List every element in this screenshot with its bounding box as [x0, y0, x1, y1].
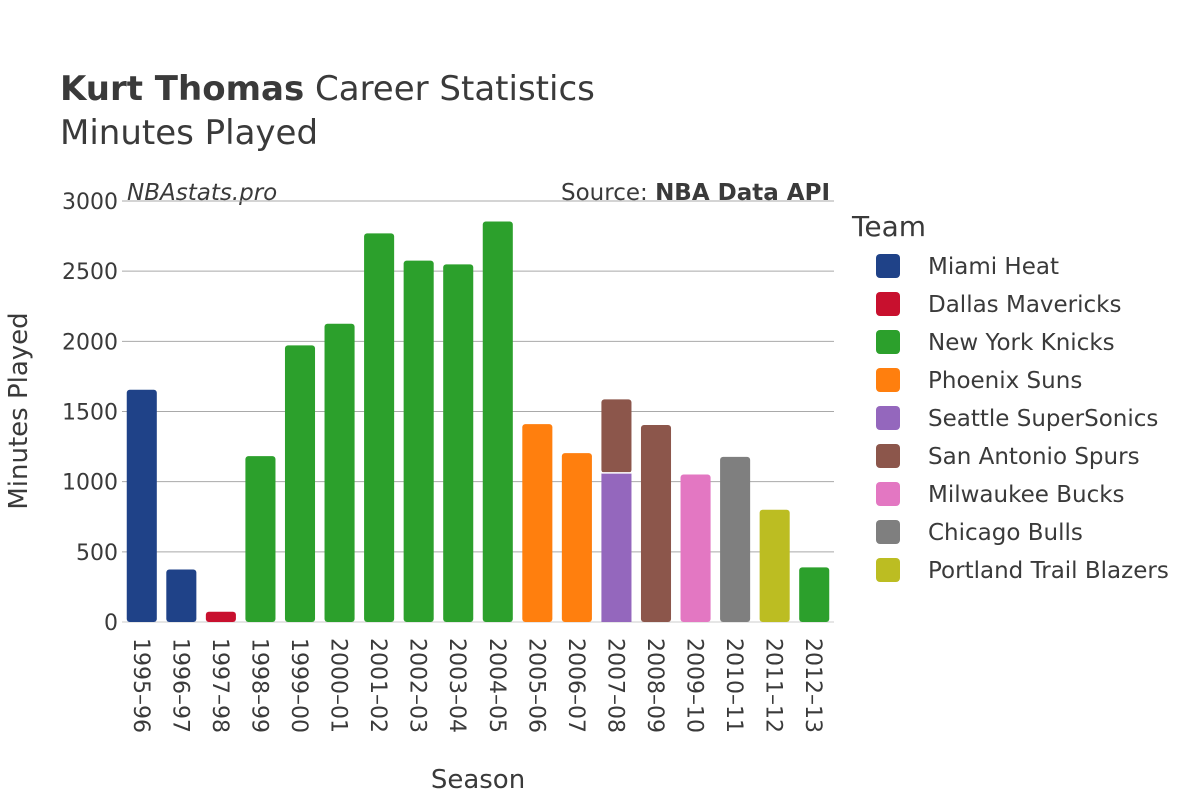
x-tick-label-1998-99: 1998–99 — [246, 638, 271, 733]
bar-1996-97-miami-heat — [166, 569, 197, 622]
bar-2006-07-phoenix-suns — [561, 453, 592, 622]
x-axis-ticks: 1995–96 1996–97 1997–98 1998–99 1999–00 2000–… — [128, 638, 825, 733]
y-tick-label-3000: 3000 — [62, 190, 118, 215]
x-tick-label-2001-02: 2001–02 — [365, 638, 390, 733]
bar-2007-08-seattle-supersonics — [601, 472, 632, 622]
bar-2000-01-new-york-knicks — [324, 323, 355, 622]
chart-subtitle: Minutes Played — [60, 113, 318, 153]
bar-1999-00-new-york-knicks — [284, 345, 316, 622]
legend-label-milwaukee-bucks: Milwaukee Bucks — [928, 482, 1125, 508]
legend-swatch-miami-heat — [876, 254, 900, 278]
chart-title-player: Kurt Thomas — [60, 69, 304, 109]
bar-2001-02-new-york-knicks — [364, 233, 395, 623]
bar-1997-98-dallas-mavericks — [205, 611, 236, 622]
x-tick-label-2012-13: 2012–13 — [800, 638, 825, 733]
legend-label-seattle-supersonics: Seattle SuperSonics — [928, 406, 1158, 432]
x-tick-label-2009-10: 2009–10 — [682, 638, 707, 733]
legend-label-portland-trail-blazers: Portland Trail Blazers — [928, 558, 1169, 584]
bar-2005-06-phoenix-suns — [522, 424, 553, 622]
x-tick-label-1995-96: 1995–96 — [128, 638, 153, 733]
legend-swatch-new-york-knicks — [876, 330, 900, 354]
x-tick-label-2008-09: 2008–09 — [642, 638, 667, 733]
y-tick-label-0: 0 — [104, 611, 118, 636]
legend-title: Team — [851, 210, 926, 243]
y-tick-label-1000: 1000 — [62, 471, 118, 496]
y-axis-ticks: 0 500 1000 1500 2000 2500 3000 — [62, 190, 118, 636]
x-tick-label-2006-07: 2006–07 — [563, 638, 588, 733]
legend-label-dallas-mavericks: Dallas Mavericks — [928, 292, 1121, 318]
bar-2012-13-new-york-knicks — [799, 567, 830, 622]
legend-label-new-york-knicks: New York Knicks — [928, 330, 1115, 356]
gridlines — [122, 200, 834, 623]
x-tick-label-1997-98: 1997–98 — [207, 638, 232, 733]
y-tick-label-2000: 2000 — [62, 330, 118, 355]
legend-swatch-phoenix-suns — [876, 368, 900, 392]
y-tick-label-2500: 2500 — [62, 260, 118, 285]
x-tick-label-2003-04: 2003–04 — [444, 638, 469, 733]
legend-swatch-portland-trail-blazers — [876, 558, 900, 582]
bar-2010-11-chicago-bulls — [720, 456, 751, 622]
x-tick-label-2004-05: 2004–05 — [484, 638, 509, 733]
legend-swatch-seattle-supersonics — [876, 406, 900, 430]
x-tick-label-2005-06: 2005–06 — [523, 638, 548, 733]
legend: Miami Heat Dallas Mavericks New York Knick… — [876, 254, 1169, 584]
source-credit: Source: NBA Data API — [561, 180, 830, 206]
legend-label-san-antonio-spurs: San Antonio Spurs — [928, 444, 1140, 470]
x-tick-label-1999-00: 1999–00 — [286, 638, 311, 733]
watermark: NBAstats.pro — [127, 180, 277, 206]
y-tick-label-1500: 1500 — [62, 401, 118, 426]
y-tick-label-500: 500 — [76, 541, 118, 566]
legend-label-miami-heat: Miami Heat — [928, 254, 1059, 280]
bar-2008-09-san-antonio-spurs — [640, 424, 672, 622]
bar-1995-96-miami-heat — [126, 389, 157, 622]
bar-2002-03-new-york-knicks — [403, 260, 434, 622]
source-prefix: Source: — [561, 180, 655, 206]
chart-title-rest: Career Statistics — [315, 69, 595, 109]
x-tick-label-1996-97: 1996–97 — [167, 638, 192, 733]
bar-1998-99-new-york-knicks — [245, 456, 276, 622]
source-name: NBA Data API — [655, 180, 830, 206]
legend-swatch-milwaukee-bucks — [876, 482, 900, 506]
bar-2007-08-san-antonio-spurs — [601, 399, 632, 473]
x-axis-label: Season — [431, 765, 525, 795]
bar-2009-10-milwaukee-bucks — [680, 474, 711, 622]
bar-2011-12-portland-trail-blazers — [759, 509, 790, 622]
legend-swatch-dallas-mavericks — [876, 292, 900, 316]
legend-label-chicago-bulls: Chicago Bulls — [928, 520, 1083, 546]
bar-2004-05-new-york-knicks — [482, 221, 513, 623]
x-tick-label-2002-03: 2002–03 — [405, 638, 430, 733]
x-tick-label-2010-11: 2010–11 — [721, 638, 746, 733]
bars — [126, 221, 830, 623]
x-tick-label-2000-01: 2000–01 — [326, 638, 351, 733]
chart-title: Kurt Thomas Career Statistics — [60, 69, 595, 109]
x-tick-label-2011-12: 2011–12 — [761, 638, 786, 733]
legend-swatch-san-antonio-spurs — [876, 444, 900, 468]
legend-label-phoenix-suns: Phoenix Suns — [928, 368, 1082, 394]
y-axis-label: Minutes Played — [4, 312, 34, 509]
legend-swatch-chicago-bulls — [876, 520, 900, 544]
bar-2003-04-new-york-knicks — [443, 264, 474, 622]
x-tick-label-2007-08: 2007–08 — [602, 638, 627, 733]
